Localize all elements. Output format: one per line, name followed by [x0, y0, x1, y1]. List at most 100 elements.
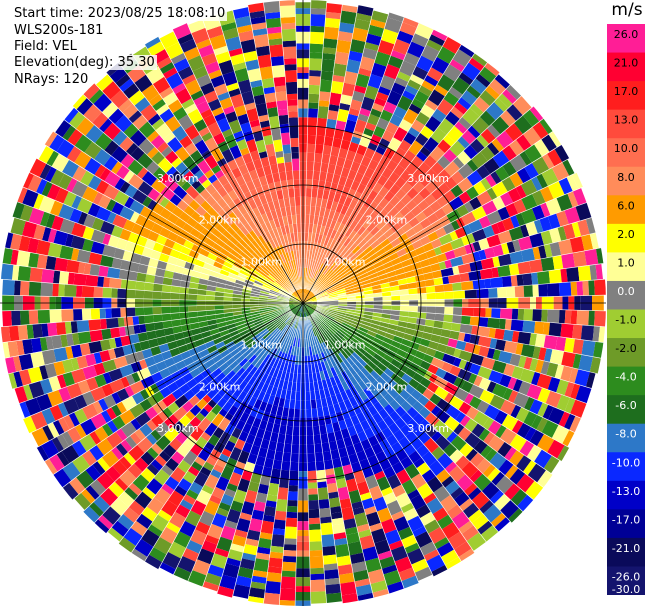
velocity-gate [210, 468, 222, 479]
velocity-gate [92, 191, 104, 206]
velocity-gate [337, 564, 353, 575]
velocity-gate [253, 280, 264, 287]
velocity-gate [116, 238, 128, 251]
velocity-gate [162, 67, 178, 80]
velocity-gate [444, 160, 460, 177]
velocity-gate [222, 193, 233, 205]
velocity-gate [365, 333, 375, 341]
velocity-gate [229, 330, 240, 338]
velocity-gate [250, 79, 263, 88]
velocity-gate [49, 404, 64, 422]
velocity-gate [558, 281, 572, 297]
velocity-gate [292, 288, 298, 296]
velocity-gate [542, 322, 550, 336]
velocity-gate [558, 411, 571, 428]
velocity-gate [247, 375, 257, 386]
velocity-gate [150, 429, 162, 442]
velocity-gate [531, 371, 541, 386]
velocity-gate [557, 225, 567, 241]
velocity-gate [120, 376, 130, 389]
velocity-gate [253, 558, 270, 573]
velocity-gate [212, 463, 225, 474]
velocity-gate [19, 280, 30, 296]
velocity-gate [508, 263, 520, 276]
velocity-gate [343, 282, 354, 289]
velocity-gate [81, 506, 100, 525]
velocity-gate [250, 16, 266, 25]
velocity-gate [400, 400, 413, 413]
velocity-gate [251, 356, 260, 367]
velocity-gate [511, 419, 524, 434]
velocity-gate [339, 339, 348, 348]
velocity-gate [235, 575, 252, 588]
velocity-gate [308, 75, 321, 86]
velocity-gate [531, 272, 539, 285]
velocity-gate [134, 307, 145, 317]
velocity-gate [352, 259, 362, 268]
velocity-gate [328, 104, 340, 112]
velocity-gate [290, 260, 295, 270]
velocity-gate [295, 277, 299, 286]
velocity-gate [134, 491, 153, 509]
velocity-gate [410, 205, 423, 217]
ray-separator [22, 186, 291, 298]
velocity-gate [27, 237, 40, 254]
ray-separator [201, 316, 299, 589]
velocity-gate [311, 336, 316, 346]
velocity-gate [76, 197, 93, 214]
velocity-gate [491, 471, 505, 486]
velocity-gate [66, 145, 82, 163]
velocity-gate [429, 146, 446, 162]
velocity-gate [383, 101, 397, 114]
velocity-gate [267, 107, 279, 118]
velocity-gate [165, 457, 180, 472]
velocity-gate [175, 504, 191, 519]
velocity-gate [225, 239, 236, 250]
velocity-gate [369, 276, 380, 283]
velocity-gate [76, 97, 94, 116]
velocity-gate [280, 16, 296, 24]
velocity-gate [163, 327, 174, 337]
velocity-gate [286, 326, 292, 335]
velocity-gate [162, 393, 177, 408]
velocity-gate [94, 426, 109, 442]
velocity-gate [366, 249, 376, 258]
velocity-gate [124, 487, 139, 501]
velocity-gate [414, 566, 433, 581]
velocity-gate [332, 321, 341, 329]
velocity-gate [222, 71, 238, 87]
velocity-gate [351, 501, 364, 510]
velocity-gate [523, 284, 533, 298]
velocity-gate [356, 251, 367, 260]
velocity-gate [119, 469, 137, 487]
velocity-gate [204, 373, 216, 384]
velocity-gate [119, 228, 132, 241]
velocity-gate [28, 158, 47, 178]
velocity-gate [360, 323, 370, 331]
velocity-gate [237, 343, 247, 352]
velocity-gate [255, 45, 271, 57]
velocity-gate [408, 311, 418, 318]
velocity-gate [222, 105, 236, 115]
velocity-gate [310, 0, 327, 9]
velocity-gate [277, 307, 286, 311]
velocity-gate [115, 164, 130, 180]
velocity-gate [322, 53, 336, 61]
velocity-gate [273, 519, 286, 530]
velocity-gate [224, 488, 236, 498]
velocity-gate [524, 396, 535, 411]
velocity-gate [289, 327, 295, 337]
velocity-gate [291, 435, 300, 445]
velocity-gate [292, 328, 297, 338]
velocity-gate [507, 376, 518, 390]
velocity-gate [518, 236, 533, 251]
velocity-gate [323, 226, 330, 237]
velocity-gate [209, 34, 227, 50]
velocity-gate [468, 373, 478, 385]
velocity-gate [389, 195, 401, 207]
velocity-gate [534, 359, 544, 374]
velocity-gate [261, 382, 270, 393]
velocity-gate [335, 314, 345, 320]
velocity-gate [308, 309, 316, 317]
velocity-gate [170, 306, 180, 314]
